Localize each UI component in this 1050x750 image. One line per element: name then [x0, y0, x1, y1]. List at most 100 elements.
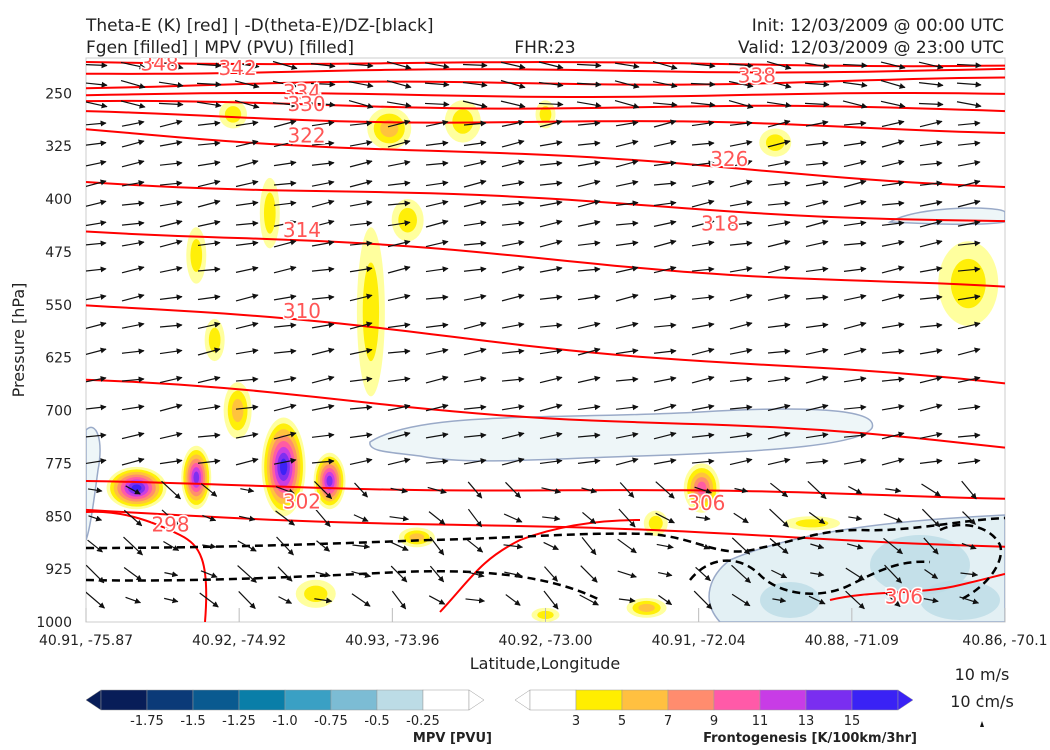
theta-e-contour-label: 334 [283, 80, 321, 104]
wind-arrow [962, 511, 976, 525]
wind-arrow [883, 513, 903, 523]
wind-arrow [731, 537, 751, 555]
wind-arrow [577, 458, 601, 465]
wind-arrow [501, 180, 525, 187]
wind-arrow [957, 219, 981, 227]
frontogenesis-colorbar-swatch [759, 689, 807, 711]
wind-arrow [387, 293, 411, 302]
wind-arrow [314, 597, 333, 604]
wind-arrow [467, 508, 483, 528]
wind-arrow [311, 199, 335, 208]
wind-arrow [197, 432, 221, 439]
theta-e-contour-label: 318 [701, 212, 739, 236]
wind-arrow [918, 61, 944, 70]
wind-arrow [501, 321, 525, 329]
wind-arrow [121, 265, 145, 274]
wind-arrow [348, 100, 374, 109]
wind-arrow [805, 458, 829, 465]
wind-arrow [957, 159, 981, 167]
wind-arrow [842, 100, 868, 109]
frontogenesis-patch [190, 238, 203, 272]
wind-arrow [843, 120, 867, 127]
wind-vectors [86, 60, 982, 610]
wind-arrow [159, 458, 183, 465]
wind-arrow [159, 403, 183, 412]
wind-arrow [615, 376, 639, 383]
wind-arrow [919, 375, 943, 384]
wind-arrow [123, 536, 143, 556]
wind-arrow [235, 159, 259, 168]
wind-arrow [805, 239, 829, 247]
wind-arrow [462, 81, 488, 88]
wind-arrow [273, 431, 297, 440]
wind-arrow [767, 265, 791, 274]
wind-arrow [86, 266, 107, 273]
wind-arrow [123, 509, 143, 527]
mpv-colorbar-tick: -0.75 [314, 714, 348, 729]
wind-arrow [121, 159, 145, 168]
wind-arrow [277, 566, 293, 582]
wind-arrow [121, 321, 145, 329]
wind-arrow [848, 485, 863, 495]
wind-arrow [467, 481, 483, 499]
y-tick-label: 400 [45, 192, 72, 208]
theta-e-line [86, 99, 1005, 113]
wind-arrow [653, 139, 677, 148]
theta-e-line [86, 181, 1005, 223]
wind-arrow [273, 457, 297, 465]
wind-arrow [615, 265, 639, 274]
wind-arrow [501, 376, 525, 383]
theta-e-line [829, 573, 1005, 601]
wind-arrow [349, 220, 373, 227]
wind-arrow [767, 200, 791, 207]
wind-arrow [501, 431, 525, 440]
wind-arrow [120, 100, 146, 109]
wind-arrow [805, 119, 829, 127]
wind-arrow [653, 294, 677, 301]
wind-arrow [805, 432, 829, 439]
wind-arrow [921, 508, 941, 528]
wind-arrow [615, 179, 639, 187]
wind-arrow [503, 513, 523, 523]
wind-arrow [197, 140, 221, 147]
wind-arrow [767, 322, 791, 329]
wind-arrow [919, 458, 943, 465]
wind-arrow [957, 321, 981, 330]
wind-arrow [614, 80, 640, 89]
wind-arrow [728, 99, 754, 109]
wind-arrow [655, 481, 675, 499]
frontogenesis-patch [224, 106, 242, 123]
frontogenesis-patch [263, 192, 276, 234]
wind-arrow [389, 515, 410, 522]
wind-arrow [957, 432, 981, 439]
wind-arrow [729, 200, 753, 207]
wind-arrow [501, 119, 525, 127]
x-tick-label: 40.92, -74.92 [192, 633, 286, 649]
wind-arrow [619, 482, 635, 498]
wind-arrow [881, 200, 905, 207]
wind-arrow [159, 375, 183, 384]
wind-arrow [581, 487, 598, 494]
wind-arrow [843, 376, 867, 383]
wind-arrow [425, 266, 449, 273]
wind-arrow [349, 432, 373, 439]
wind-arrow [693, 590, 713, 610]
wind-arrow [197, 120, 221, 127]
wind-arrow [539, 458, 563, 465]
wind-arrow [349, 120, 373, 127]
wind-arrow [615, 293, 639, 302]
wind-arrow [695, 566, 711, 582]
wind-arrow [234, 99, 260, 109]
wind-arrow [770, 482, 789, 498]
wind-arrow [810, 571, 825, 578]
frontogenesis-patch [398, 207, 417, 233]
wind-arrow [311, 219, 335, 228]
wind-arrow [805, 266, 829, 273]
wind-arrow [729, 432, 753, 439]
wind-arrow [543, 541, 559, 551]
wind-arrow [615, 321, 639, 330]
wind-arrow [310, 101, 336, 108]
wind-arrow [310, 62, 336, 69]
wind-arrow [159, 160, 183, 167]
wind-arrow [463, 179, 487, 188]
